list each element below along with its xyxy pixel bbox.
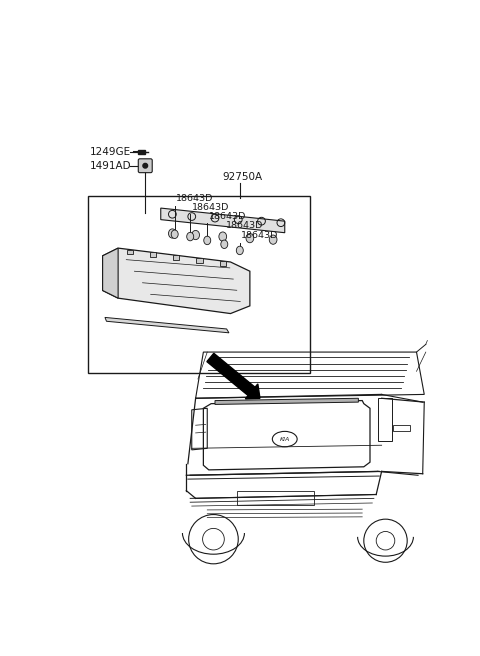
FancyBboxPatch shape	[138, 159, 152, 173]
Text: 1491AD: 1491AD	[89, 161, 131, 171]
Ellipse shape	[171, 230, 178, 239]
Polygon shape	[103, 248, 250, 314]
Polygon shape	[103, 248, 118, 298]
Bar	[173, 255, 180, 260]
Text: 92750A: 92750A	[223, 173, 263, 182]
Polygon shape	[161, 208, 285, 233]
Bar	[196, 258, 203, 263]
Text: KIA: KIA	[280, 437, 290, 441]
Bar	[88, 195, 310, 373]
Polygon shape	[215, 398, 359, 405]
Text: 18643D: 18643D	[241, 232, 279, 240]
Bar	[137, 150, 145, 154]
Ellipse shape	[221, 240, 228, 249]
Ellipse shape	[246, 234, 254, 243]
Polygon shape	[245, 384, 260, 399]
Ellipse shape	[269, 235, 277, 244]
Ellipse shape	[219, 232, 227, 241]
Ellipse shape	[187, 232, 194, 241]
Text: 18643D: 18643D	[176, 194, 214, 203]
Text: 18643D: 18643D	[192, 203, 229, 212]
Circle shape	[143, 163, 147, 168]
Polygon shape	[207, 354, 256, 396]
Ellipse shape	[168, 229, 176, 238]
Ellipse shape	[192, 230, 200, 239]
Bar	[220, 261, 226, 266]
Bar	[378, 398, 392, 441]
Text: 18643D: 18643D	[226, 222, 263, 230]
Bar	[237, 491, 314, 504]
Text: 1249GE: 1249GE	[89, 147, 131, 157]
Ellipse shape	[204, 236, 211, 245]
Bar	[150, 252, 156, 256]
Ellipse shape	[236, 246, 243, 255]
Bar	[393, 425, 410, 432]
Bar	[127, 250, 133, 255]
Polygon shape	[105, 318, 229, 333]
Text: 18643D: 18643D	[209, 212, 246, 221]
